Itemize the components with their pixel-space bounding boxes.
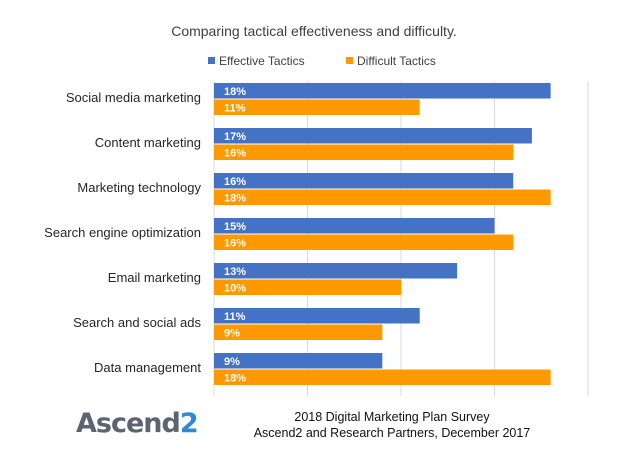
bar-value-label: 11% <box>224 103 246 115</box>
effective-bar <box>214 353 383 369</box>
category-label: Search and social ads <box>73 315 201 330</box>
source-note: 2018 Digital Marketing Plan Survey Ascen… <box>232 409 552 441</box>
effective-bar <box>214 308 420 324</box>
bar-value-label: 18% <box>224 86 246 98</box>
bar-value-label: 11% <box>224 311 246 323</box>
legend-label: Difficult Tactics <box>357 54 436 68</box>
difficult-bar <box>214 279 401 295</box>
legend-swatch <box>346 57 353 64</box>
category-label: Marketing technology <box>77 180 201 195</box>
difficult-bar <box>214 369 551 385</box>
category-label: Content marketing <box>95 135 201 150</box>
effective-bar <box>214 173 514 189</box>
effective-bar <box>214 128 532 144</box>
effective-bar <box>214 218 495 234</box>
source-line-2: Ascend2 and Research Partners, December … <box>253 426 531 440</box>
bar-value-label: 16% <box>224 148 246 160</box>
source-line-1: 2018 Digital Marketing Plan Survey <box>294 410 490 424</box>
legend-label: Effective Tactics <box>219 54 305 68</box>
difficult-bar <box>214 324 383 340</box>
legend: Effective Tactics Difficult Tactics <box>208 54 436 68</box>
chart-title: Comparing tactical effectiveness and dif… <box>171 23 457 39</box>
difficult-bar <box>214 99 420 115</box>
bar-value-label: 18% <box>224 373 246 385</box>
effective-bar <box>214 83 551 99</box>
bar-value-label: 15% <box>224 221 246 233</box>
category-label: Email marketing <box>108 270 201 285</box>
category-label: Data management <box>94 360 201 375</box>
bar-chart: Comparing tactical effectiveness and dif… <box>44 23 589 396</box>
bar-value-label: 18% <box>224 193 246 205</box>
bar-value-label: 16% <box>224 238 246 250</box>
difficult-bar <box>214 234 514 250</box>
difficult-bar <box>214 144 514 160</box>
category-label: Search engine optimization <box>44 225 201 240</box>
difficult-bar <box>214 189 551 205</box>
bars: 18% 11% 17% 16% 16% 18% 15% 16% 13% 10% 11% 9% 9% 18% <box>214 83 551 385</box>
footer: Ascend2 2018 Digital Marketing Plan Surv… <box>0 400 639 459</box>
bar-value-label: 10% <box>224 283 246 295</box>
bar-value-label: 13% <box>224 266 246 278</box>
legend-swatch <box>208 57 215 64</box>
category-labels: Social media marketing Content marketing M… <box>44 90 201 375</box>
bar-value-label: 17% <box>224 131 246 143</box>
ascend2-logo: Ascend2 <box>76 408 199 439</box>
bar-value-label: 16% <box>224 176 246 188</box>
effective-bar <box>214 263 458 279</box>
bar-value-label: 9% <box>224 328 240 340</box>
category-label: Social media marketing <box>66 90 201 105</box>
bar-value-label: 9% <box>224 356 240 368</box>
